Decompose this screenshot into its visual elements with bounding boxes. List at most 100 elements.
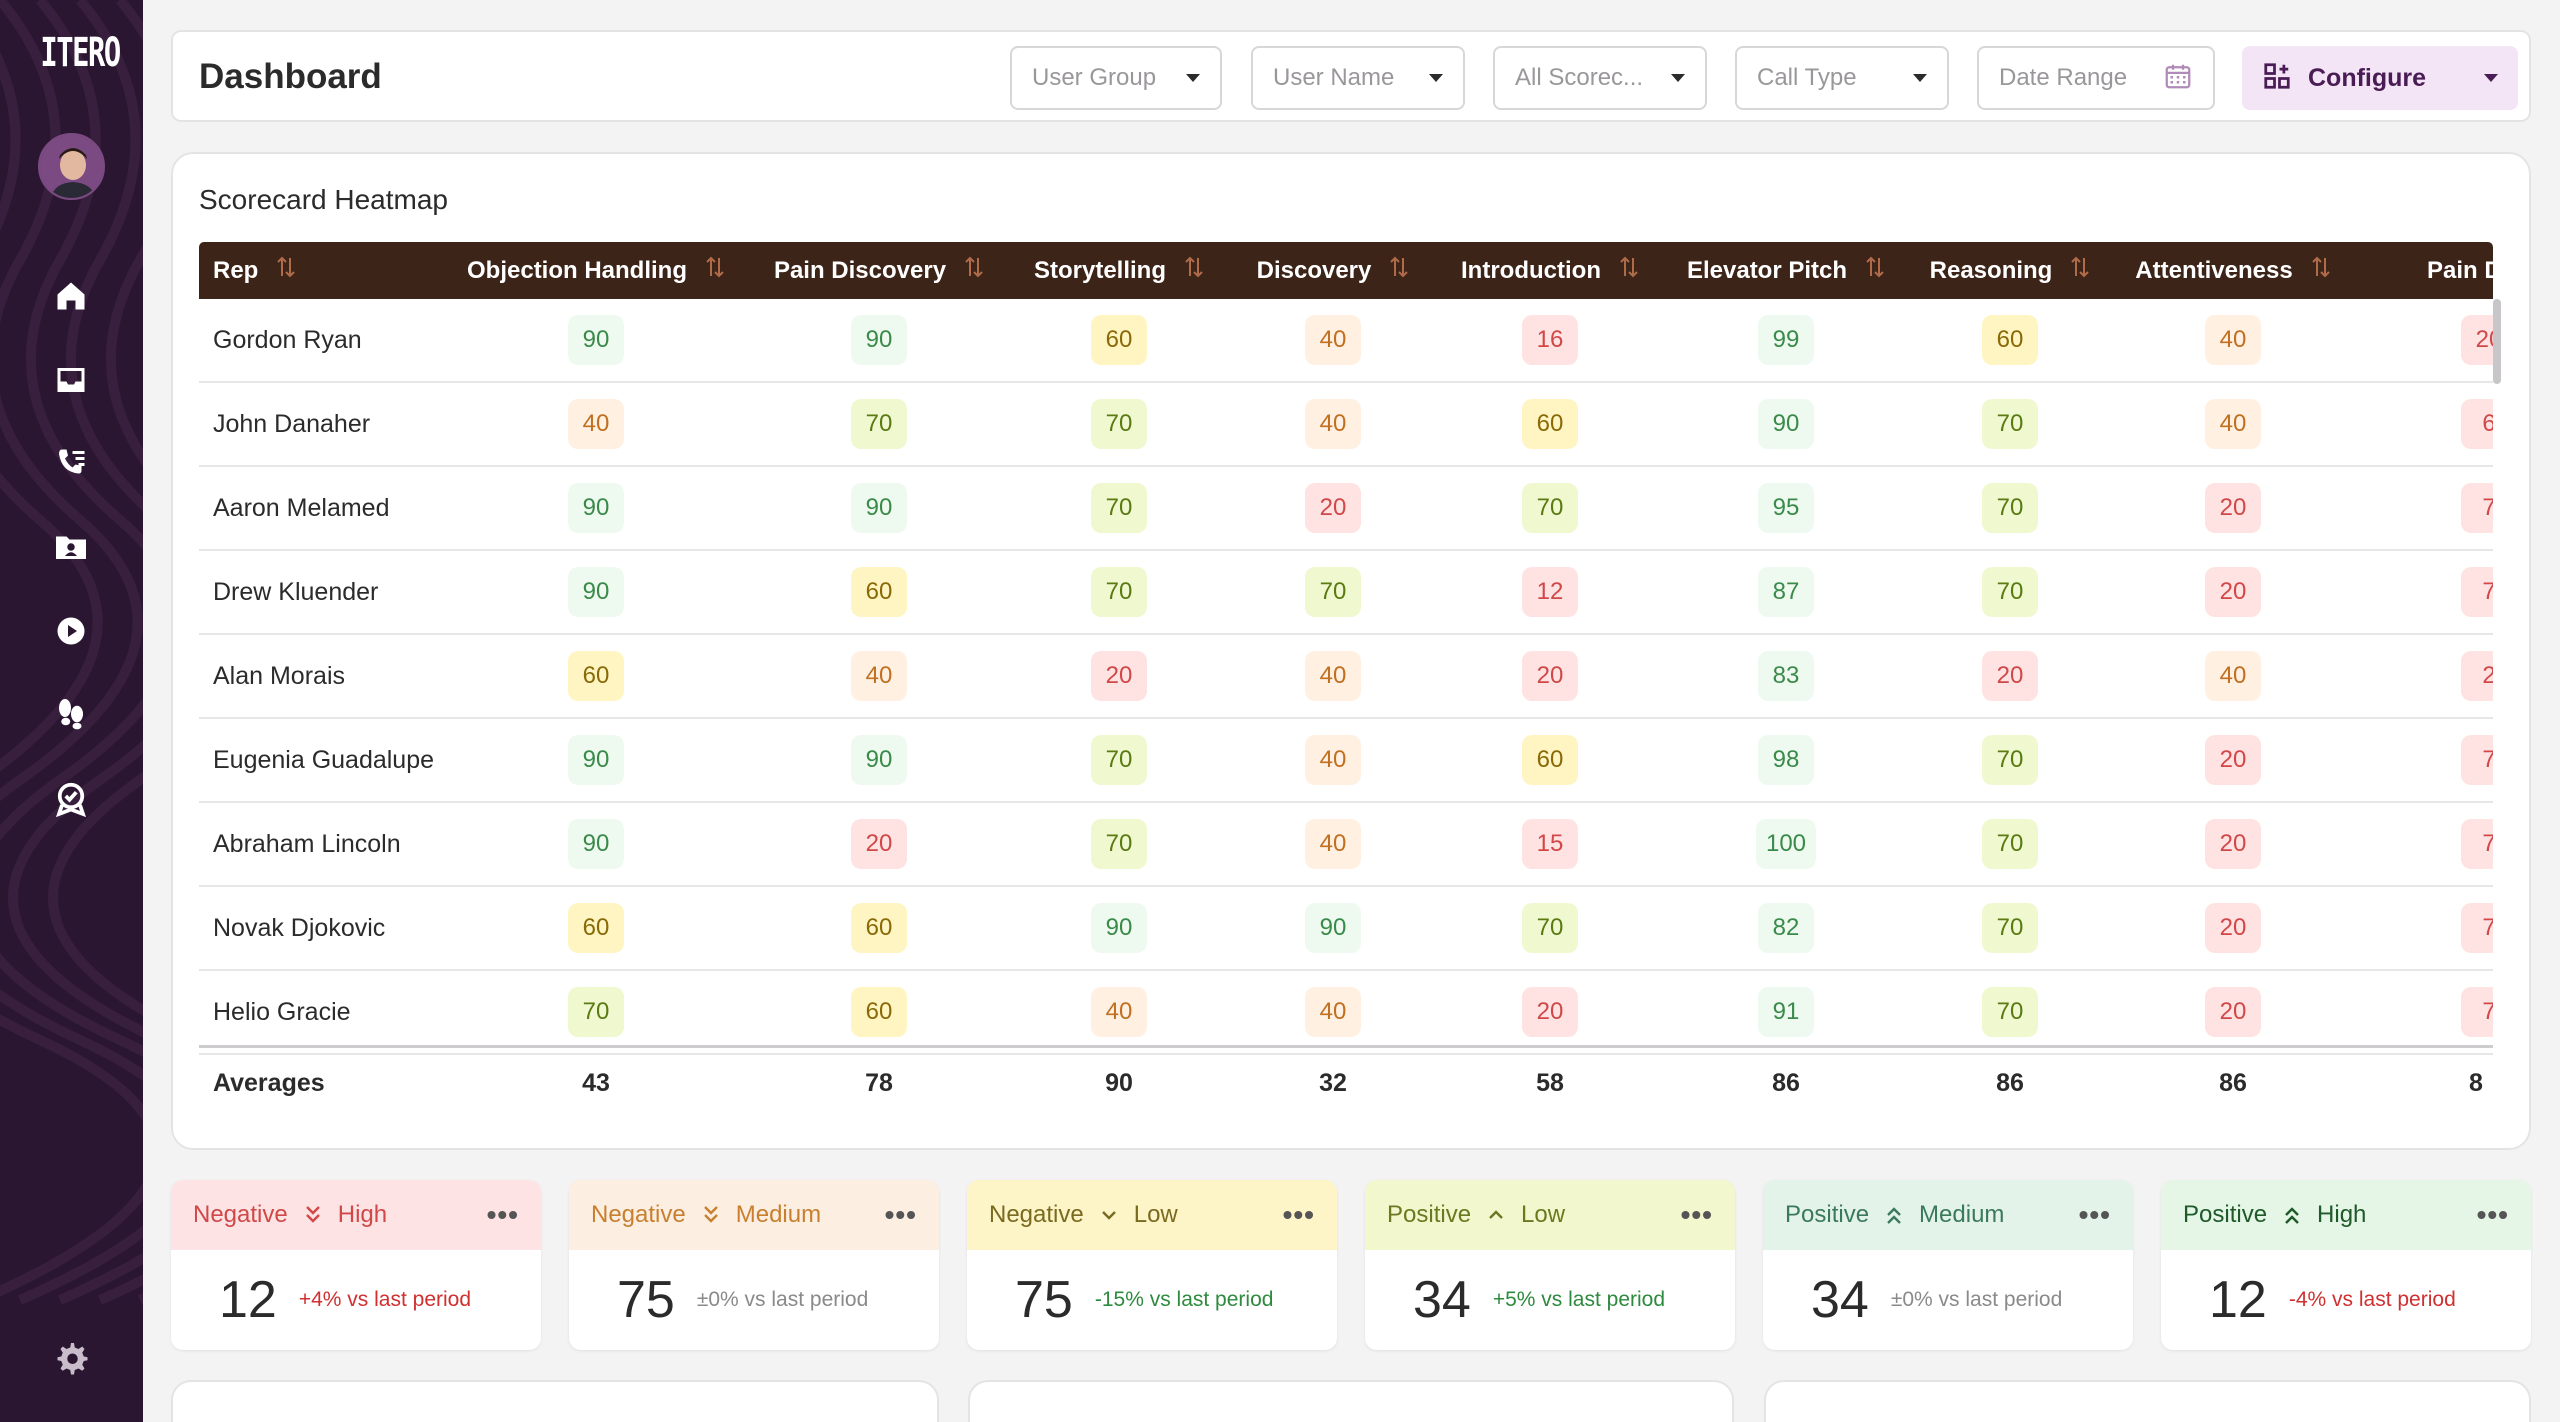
score-cell[interactable]: 100	[1726, 803, 1846, 885]
more-options-icon[interactable]: •••	[2476, 1199, 2509, 1230]
sort-icon[interactable]	[1619, 254, 1639, 287]
column-header-rep[interactable]: Rep	[213, 242, 413, 299]
score-cell[interactable]: 20	[2173, 719, 2293, 801]
score-cell[interactable]: 90	[536, 467, 656, 549]
score-cell[interactable]: 70	[1059, 719, 1179, 801]
score-cell[interactable]: 70	[1273, 551, 1393, 633]
score-cell[interactable]: 99	[1726, 299, 1846, 381]
score-cell[interactable]: 2	[2461, 635, 2493, 717]
score-cell[interactable]: 60	[819, 971, 939, 1053]
stat-card-negative-medium[interactable]: Negative Medium ••• 75 ±0% vs last period	[569, 1180, 939, 1350]
score-cell[interactable]: 70	[1490, 467, 1610, 549]
score-cell[interactable]: 90	[536, 803, 656, 885]
score-cell[interactable]: 40	[2173, 635, 2293, 717]
score-cell[interactable]: 70	[1950, 551, 2070, 633]
column-header-objection-handling[interactable]: Objection Handling	[446, 242, 746, 299]
contacts-folder-icon[interactable]	[51, 527, 91, 567]
score-cell[interactable]: 7	[2461, 887, 2493, 969]
table-row[interactable]: Abraham Lincoln 90 20 70 40 15 100 70 20 7	[199, 803, 2493, 887]
score-cell[interactable]: 20	[2173, 887, 2293, 969]
score-cell[interactable]: 70	[1950, 803, 2070, 885]
score-cell[interactable]: 7	[2461, 971, 2493, 1053]
stat-card-negative-low[interactable]: Negative Low ••• 75 -15% vs last period	[967, 1180, 1337, 1350]
score-cell[interactable]: 90	[1059, 887, 1179, 969]
score-cell[interactable]: 20	[1490, 635, 1610, 717]
score-cell[interactable]: 20	[1273, 467, 1393, 549]
sort-icon[interactable]	[1184, 254, 1204, 287]
sort-icon[interactable]	[1865, 254, 1885, 287]
table-row[interactable]: John Danaher 40 70 70 40 60 90 70 40 6	[199, 383, 2493, 467]
table-row[interactable]: Eugenia Guadalupe 90 90 70 40 60 98 70 20 7	[199, 719, 2493, 803]
score-cell[interactable]: 20	[2173, 551, 2293, 633]
more-options-icon[interactable]: •••	[1282, 1199, 1315, 1230]
score-cell[interactable]: 40	[1059, 971, 1179, 1053]
score-cell[interactable]: 70	[1950, 719, 2070, 801]
footsteps-icon[interactable]	[51, 694, 91, 734]
score-cell[interactable]: 60	[536, 635, 656, 717]
sort-icon[interactable]	[964, 254, 984, 287]
badge-check-icon[interactable]	[51, 779, 91, 819]
more-options-icon[interactable]: •••	[884, 1199, 917, 1230]
sort-icon[interactable]	[2311, 254, 2331, 287]
score-cell[interactable]: 83	[1726, 635, 1846, 717]
score-cell[interactable]: 90	[819, 299, 939, 381]
score-cell[interactable]: 6	[2461, 383, 2493, 465]
score-cell[interactable]: 60	[819, 887, 939, 969]
inbox-icon[interactable]	[51, 360, 91, 400]
score-cell[interactable]: 7	[2461, 551, 2493, 633]
stat-card-positive-low[interactable]: Positive Low ••• 34 +5% vs last period	[1365, 1180, 1735, 1350]
column-header-storytelling[interactable]: Storytelling	[969, 242, 1269, 299]
score-cell[interactable]: 70	[1950, 383, 2070, 465]
table-row[interactable]: Alan Morais 60 40 20 40 20 83 20 40 2	[199, 635, 2493, 719]
score-cell[interactable]: 40	[536, 383, 656, 465]
score-cell[interactable]: 20	[1950, 635, 2070, 717]
call-list-icon[interactable]	[51, 443, 91, 483]
score-cell[interactable]: 90	[1273, 887, 1393, 969]
score-cell[interactable]: 90	[536, 719, 656, 801]
score-cell[interactable]: 40	[1273, 299, 1393, 381]
avatar[interactable]	[38, 133, 105, 200]
sort-icon[interactable]	[276, 254, 296, 287]
score-cell[interactable]: 40	[1273, 719, 1393, 801]
score-cell[interactable]: 40	[1273, 635, 1393, 717]
stat-card-positive-high[interactable]: Positive High ••• 12 -4% vs last period	[2161, 1180, 2531, 1350]
score-cell[interactable]: 90	[819, 467, 939, 549]
user-group-dropdown[interactable]: User Group	[1010, 46, 1222, 110]
score-cell[interactable]: 60	[819, 551, 939, 633]
score-cell[interactable]: 40	[2173, 383, 2293, 465]
gear-icon[interactable]	[51, 1338, 91, 1378]
column-header-reasoning[interactable]: Reasoning	[1860, 242, 2160, 299]
score-cell[interactable]: 20	[2461, 299, 2493, 381]
column-header-pain-dis[interactable]: Pain Dis	[2427, 242, 2493, 299]
score-cell[interactable]: 70	[1059, 551, 1179, 633]
score-cell[interactable]: 90	[536, 299, 656, 381]
column-header-discovery[interactable]: Discovery	[1183, 242, 1483, 299]
table-row[interactable]: Gordon Ryan 90 90 60 40 16 99 60 40 20	[199, 299, 2493, 383]
score-cell[interactable]: 40	[1273, 803, 1393, 885]
score-cell[interactable]: 40	[1273, 383, 1393, 465]
play-icon[interactable]	[51, 611, 91, 651]
scorecard-dropdown[interactable]: All Scorec...	[1493, 46, 1707, 110]
score-cell[interactable]: 40	[1273, 971, 1393, 1053]
column-header-elevator-pitch[interactable]: Elevator Pitch	[1636, 242, 1936, 299]
column-header-attentiveness[interactable]: Attentiveness	[2083, 242, 2383, 299]
score-cell[interactable]: 90	[819, 719, 939, 801]
score-cell[interactable]: 60	[1490, 383, 1610, 465]
score-cell[interactable]: 7	[2461, 467, 2493, 549]
more-options-icon[interactable]: •••	[486, 1199, 519, 1230]
score-cell[interactable]: 60	[1490, 719, 1610, 801]
score-cell[interactable]: 60	[1950, 299, 2070, 381]
score-cell[interactable]: 20	[2173, 803, 2293, 885]
home-icon[interactable]	[51, 276, 91, 316]
score-cell[interactable]: 40	[2173, 299, 2293, 381]
score-cell[interactable]: 20	[1490, 971, 1610, 1053]
sort-icon[interactable]	[705, 254, 725, 287]
date-range-picker[interactable]: Date Range	[1977, 46, 2215, 110]
score-cell[interactable]: 90	[536, 551, 656, 633]
score-cell[interactable]: 7	[2461, 803, 2493, 885]
vertical-scrollbar[interactable]	[2493, 299, 2501, 384]
score-cell[interactable]: 70	[1950, 887, 2070, 969]
score-cell[interactable]: 15	[1490, 803, 1610, 885]
stat-card-positive-medium[interactable]: Positive Medium ••• 34 ±0% vs last period	[1763, 1180, 2133, 1350]
score-cell[interactable]: 87	[1726, 551, 1846, 633]
